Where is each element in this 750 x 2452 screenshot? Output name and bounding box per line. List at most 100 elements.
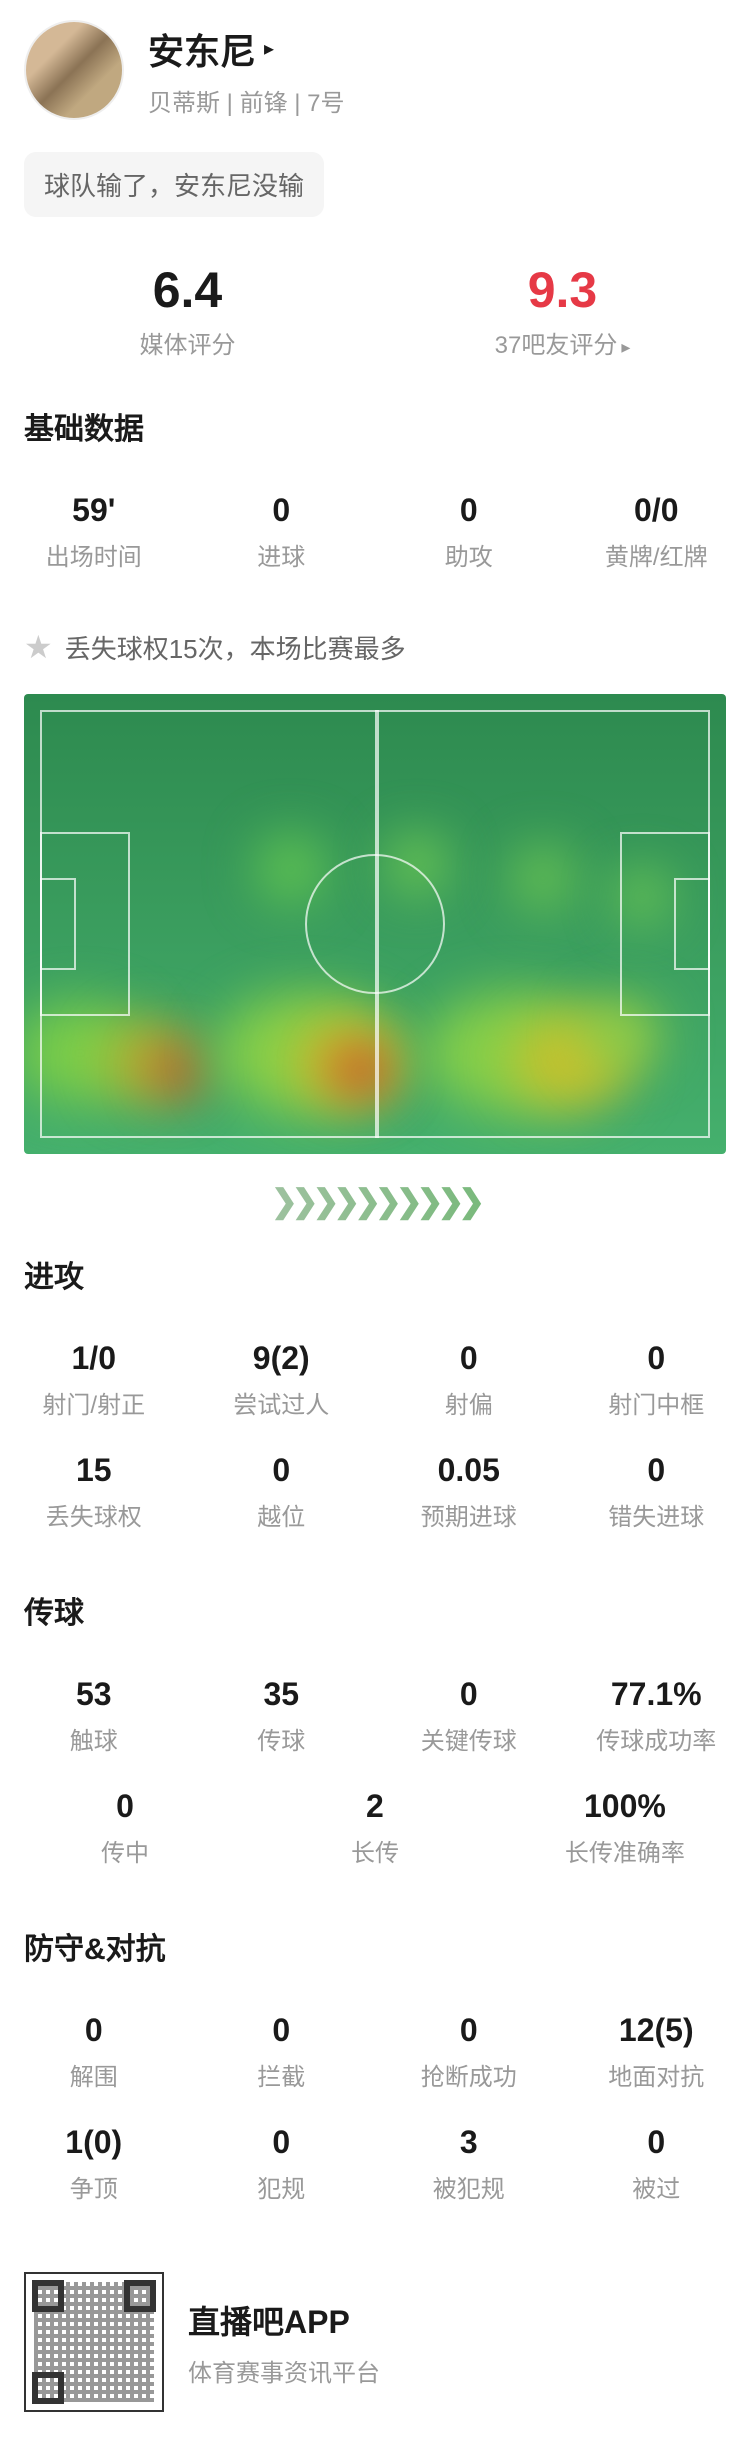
stat-item: 0助攻 (375, 476, 563, 588)
stat-label: 预期进球 (379, 1497, 559, 1532)
stat-item: 1(0)争顶 (0, 2108, 188, 2220)
stat-label: 拦截 (192, 2057, 372, 2092)
stat-value: 59' (4, 492, 184, 529)
stat-label: 传球 (192, 1721, 372, 1756)
stat-value: 77.1% (567, 1676, 747, 1713)
section-attack-title: 进攻 (0, 1236, 750, 1312)
name-row[interactable]: 安东尼 ▸ (148, 23, 345, 75)
stat-label: 尝试过人 (192, 1385, 372, 1420)
stat-item: 100% 长传准确率 (500, 1772, 750, 1884)
stat-value: 0 (379, 1340, 559, 1377)
stat-label: 触球 (4, 1721, 184, 1756)
fan-rating[interactable]: 9.3 37吧友评分▸ (375, 261, 750, 360)
stat-item: 15 丢失球权 (0, 1436, 188, 1548)
stat-label: 射门/射正 (4, 1385, 184, 1420)
stat-item: 0 犯规 (188, 2108, 376, 2220)
stat-label: 长传准确率 (504, 1833, 746, 1868)
stat-item: 0 拦截 (188, 1996, 376, 2108)
stat-value: 15 (4, 1452, 184, 1489)
stat-item: 0 抢断成功 (375, 1996, 563, 2108)
ratings-row: 6.4 媒体评分 9.3 37吧友评分▸ (0, 241, 750, 388)
defense-stats: 0解围0拦截0抢断成功12(5)地面对抗1(0)争顶0犯规3被犯规0被过 (0, 1984, 750, 2244)
fan-rating-label: 37吧友评分▸ (375, 325, 750, 360)
passing-stats: 53触球35 传球0关键传球77.1% 传球成功率 0传中2长传100% 长传准确率 (0, 1648, 750, 1908)
player-header: 安东尼 ▸ 贝蒂斯 | 前锋 | 7号 (0, 0, 750, 140)
stat-item: 0错失进球 (563, 1436, 750, 1548)
stat-item: 0 进球 (188, 476, 376, 588)
player-meta: 贝蒂斯 | 前锋 | 7号 (148, 83, 345, 118)
stat-label: 被犯规 (379, 2169, 559, 2204)
section-defense-title: 防守&对抗 (0, 1908, 750, 1984)
stat-item: 53触球 (0, 1660, 188, 1772)
fan-rating-value: 9.3 (375, 261, 750, 319)
stat-item: 35 传球 (188, 1660, 376, 1772)
stat-item: 12(5) 地面对抗 (563, 1996, 750, 2108)
attack-stats: 1/0射门/射正9(2)尝试过人0射偏0射门中框15丢失球权0越位0.05预期进… (0, 1312, 750, 1572)
section-basic-title: 基础数据 (0, 388, 750, 464)
player-info: 安东尼 ▸ 贝蒂斯 | 前锋 | 7号 (148, 23, 345, 118)
media-rating-label: 媒体评分 (0, 325, 375, 360)
stat-label: 黄牌/红牌 (567, 537, 747, 572)
chevron-right-icon: ▸ (621, 337, 630, 357)
stat-label: 争顶 (4, 2169, 184, 2204)
stat-value: 0 (567, 2124, 747, 2161)
stat-label: 进球 (192, 537, 372, 572)
comment-bubble[interactable]: 球队输了，安东尼没输 (24, 152, 324, 217)
stat-value: 9(2) (192, 1340, 372, 1377)
qr-code[interactable] (24, 2272, 164, 2412)
stat-item: 77.1% 传球成功率 (563, 1660, 750, 1772)
stat-value: 100% (504, 1788, 746, 1825)
note-text: 丢失球权15次，本场比赛最多 (65, 629, 406, 666)
stat-item: 0/0 黄牌/红牌 (563, 476, 750, 588)
pitch-lines (24, 694, 726, 1154)
stat-label: 丢失球权 (4, 1497, 184, 1532)
footer-subtitle: 体育赛事资讯平台 (188, 2353, 726, 2388)
stat-item: 0 射门中框 (563, 1324, 750, 1436)
stat-label: 传中 (4, 1833, 246, 1868)
heatmap[interactable] (24, 694, 726, 1154)
stat-label: 被过 (567, 2169, 747, 2204)
stat-item: 59' 出场时间 (0, 476, 188, 588)
avatar[interactable] (24, 20, 124, 120)
stat-value: 2 (254, 1788, 496, 1825)
stat-item: 2长传 (250, 1772, 500, 1884)
stat-value: 35 (192, 1676, 372, 1713)
stat-label: 射偏 (379, 1385, 559, 1420)
stat-value: 0 (192, 492, 372, 529)
stat-label: 犯规 (192, 2169, 372, 2204)
stat-item: 0越位 (188, 1436, 376, 1548)
app-footer: 直播吧APP 体育赛事资讯平台 (0, 2244, 750, 2452)
stat-value: 1/0 (4, 1340, 184, 1377)
stat-label: 关键传球 (379, 1721, 559, 1756)
stat-value: 3 (379, 2124, 559, 2161)
stat-item: 0.05预期进球 (375, 1436, 563, 1548)
stat-item: 0 射偏 (375, 1324, 563, 1436)
stat-value: 0 (192, 2012, 372, 2049)
stat-value: 0 (567, 1452, 747, 1489)
stat-value: 0 (567, 1340, 747, 1377)
stat-label: 出场时间 (4, 537, 184, 572)
stat-label: 抢断成功 (379, 2057, 559, 2092)
stat-label: 射门中框 (567, 1385, 747, 1420)
stat-item: 0传中 (0, 1772, 250, 1884)
stat-value: 0 (379, 2012, 559, 2049)
star-icon: ★ (24, 628, 53, 666)
stat-value: 0/0 (567, 492, 747, 529)
stat-label: 地面对抗 (567, 2057, 747, 2092)
chevron-right-icon: ▸ (264, 36, 274, 61)
stat-label: 传球成功率 (567, 1721, 747, 1756)
stat-item: 1/0 射门/射正 (0, 1324, 188, 1436)
highlight-note: ★ 丢失球权15次，本场比赛最多 (0, 612, 750, 682)
stat-value: 12(5) (567, 2012, 747, 2049)
stat-item: 9(2) 尝试过人 (188, 1324, 376, 1436)
stat-item: 3 被犯规 (375, 2108, 563, 2220)
direction-indicator: ❯❯❯❯❯❯❯❯❯❯ (0, 1166, 750, 1236)
stat-item: 0 被过 (563, 2108, 750, 2220)
stat-label: 解围 (4, 2057, 184, 2092)
basic-stats: 59' 出场时间0 进球0助攻0/0 黄牌/红牌 (0, 464, 750, 612)
stat-item: 0关键传球 (375, 1660, 563, 1772)
stat-label: 越位 (192, 1497, 372, 1532)
stat-label: 助攻 (379, 537, 559, 572)
stat-value: 0 (192, 2124, 372, 2161)
section-passing-title: 传球 (0, 1572, 750, 1648)
